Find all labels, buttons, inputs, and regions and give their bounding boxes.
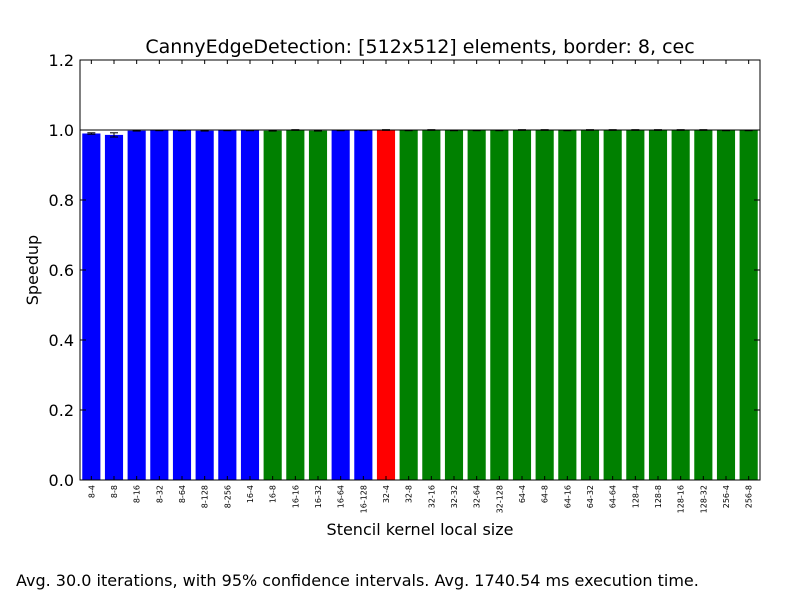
bar-64-4 (512, 130, 532, 480)
bar-16-32 (308, 130, 328, 480)
x-tick-label: 16-8 (269, 485, 278, 503)
bar-64-8 (535, 130, 554, 480)
bar-128-16 (671, 130, 690, 480)
x-tick-label: 64-64 (609, 485, 618, 508)
bar-64-32 (580, 130, 600, 480)
x-tick-label: 8-256 (223, 485, 232, 508)
x-tick-label: 64-8 (541, 485, 550, 503)
x-tick-label: 64-32 (586, 485, 595, 508)
bar-8-8 (104, 134, 124, 480)
bar-128-4 (626, 130, 645, 480)
y-tick-label: 0.6 (49, 261, 74, 280)
x-tick-label: 16-64 (337, 485, 346, 508)
bar-32-8 (399, 130, 418, 480)
x-tick-label: 8-32 (155, 485, 164, 503)
bar-32-128 (490, 130, 509, 480)
bar-256-4 (716, 130, 736, 480)
x-tick-label: 8-16 (133, 485, 142, 503)
x-tick-label: 32-128 (495, 485, 504, 513)
bar-32-4 (376, 130, 396, 480)
bar-128-32 (694, 130, 713, 480)
y-tick-label: 1.0 (49, 121, 74, 140)
bar-8-16 (127, 130, 146, 480)
y-tick-label: 0.2 (49, 401, 74, 420)
x-tick-label: 256-4 (722, 485, 731, 508)
x-tick-label: 128-32 (699, 485, 708, 513)
bar-16-4 (240, 130, 260, 480)
bars-group (82, 130, 758, 480)
bar-8-32 (150, 130, 169, 480)
bar-64-16 (558, 130, 577, 480)
y-tick-label: 0.0 (49, 471, 74, 490)
x-tick-label: 16-4 (246, 485, 255, 503)
bar-8-4 (82, 133, 101, 480)
x-tick-label: 32-32 (450, 485, 459, 508)
caption: Avg. 30.0 iterations, with 95% confidenc… (16, 571, 699, 590)
x-tick-label: 8-128 (201, 485, 210, 508)
x-tick-label: 128-4 (631, 485, 640, 508)
x-tick-label: 64-16 (563, 485, 572, 508)
y-tick-label: 1.2 (49, 51, 74, 70)
bar-16-8 (263, 130, 282, 480)
bar-8-64 (172, 130, 192, 480)
y-tick-label: 0.4 (49, 331, 74, 350)
bar-16-128 (354, 130, 373, 480)
x-tick-label: 8-64 (178, 485, 187, 503)
x-tick-label: 16-128 (359, 485, 368, 513)
x-tick-label: 128-8 (654, 485, 663, 508)
bar-128-8 (648, 130, 668, 480)
x-tick-label: 32-4 (382, 485, 391, 503)
bar-8-256 (218, 130, 237, 480)
x-tick-label: 32-64 (473, 485, 482, 508)
x-tick-label: 64-4 (518, 485, 527, 503)
x-axis-label: Stencil kernel local size (327, 520, 514, 539)
bar-256-8 (739, 130, 758, 480)
x-tick-label: 32-16 (427, 485, 436, 508)
bar-chart: CannyEdgeDetection: [512x512] elements, … (23, 36, 761, 539)
bar-32-64 (467, 130, 486, 480)
x-tick-label: 8-4 (87, 485, 96, 498)
y-axis: 0.0 0.2 0.4 0.6 0.8 1.0 1.2 (49, 51, 760, 490)
bar-16-16 (286, 130, 305, 480)
chart-title: CannyEdgeDetection: [512x512] elements, … (145, 36, 694, 58)
x-tick-label: 256-8 (745, 485, 754, 508)
x-tick-label: 16-32 (314, 485, 323, 508)
bar-32-32 (444, 130, 464, 480)
x-tick-label: 128-16 (677, 485, 686, 513)
bar-32-16 (422, 130, 441, 480)
y-tick-label: 0.8 (49, 191, 74, 210)
error-bars-group (87, 129, 753, 138)
bar-64-64 (603, 130, 622, 480)
x-axis: 8-4 8-8 8-16 8-32 8-64 8-128 8-256 16-4 16-8 16-1… (87, 60, 754, 513)
x-tick-label: 8-8 (110, 485, 119, 498)
bar-16-64 (331, 130, 350, 480)
y-axis-label: Speedup (23, 235, 42, 305)
x-tick-label: 16-16 (291, 485, 300, 508)
bar-8-128 (195, 130, 214, 480)
x-tick-label: 32-8 (405, 485, 414, 503)
